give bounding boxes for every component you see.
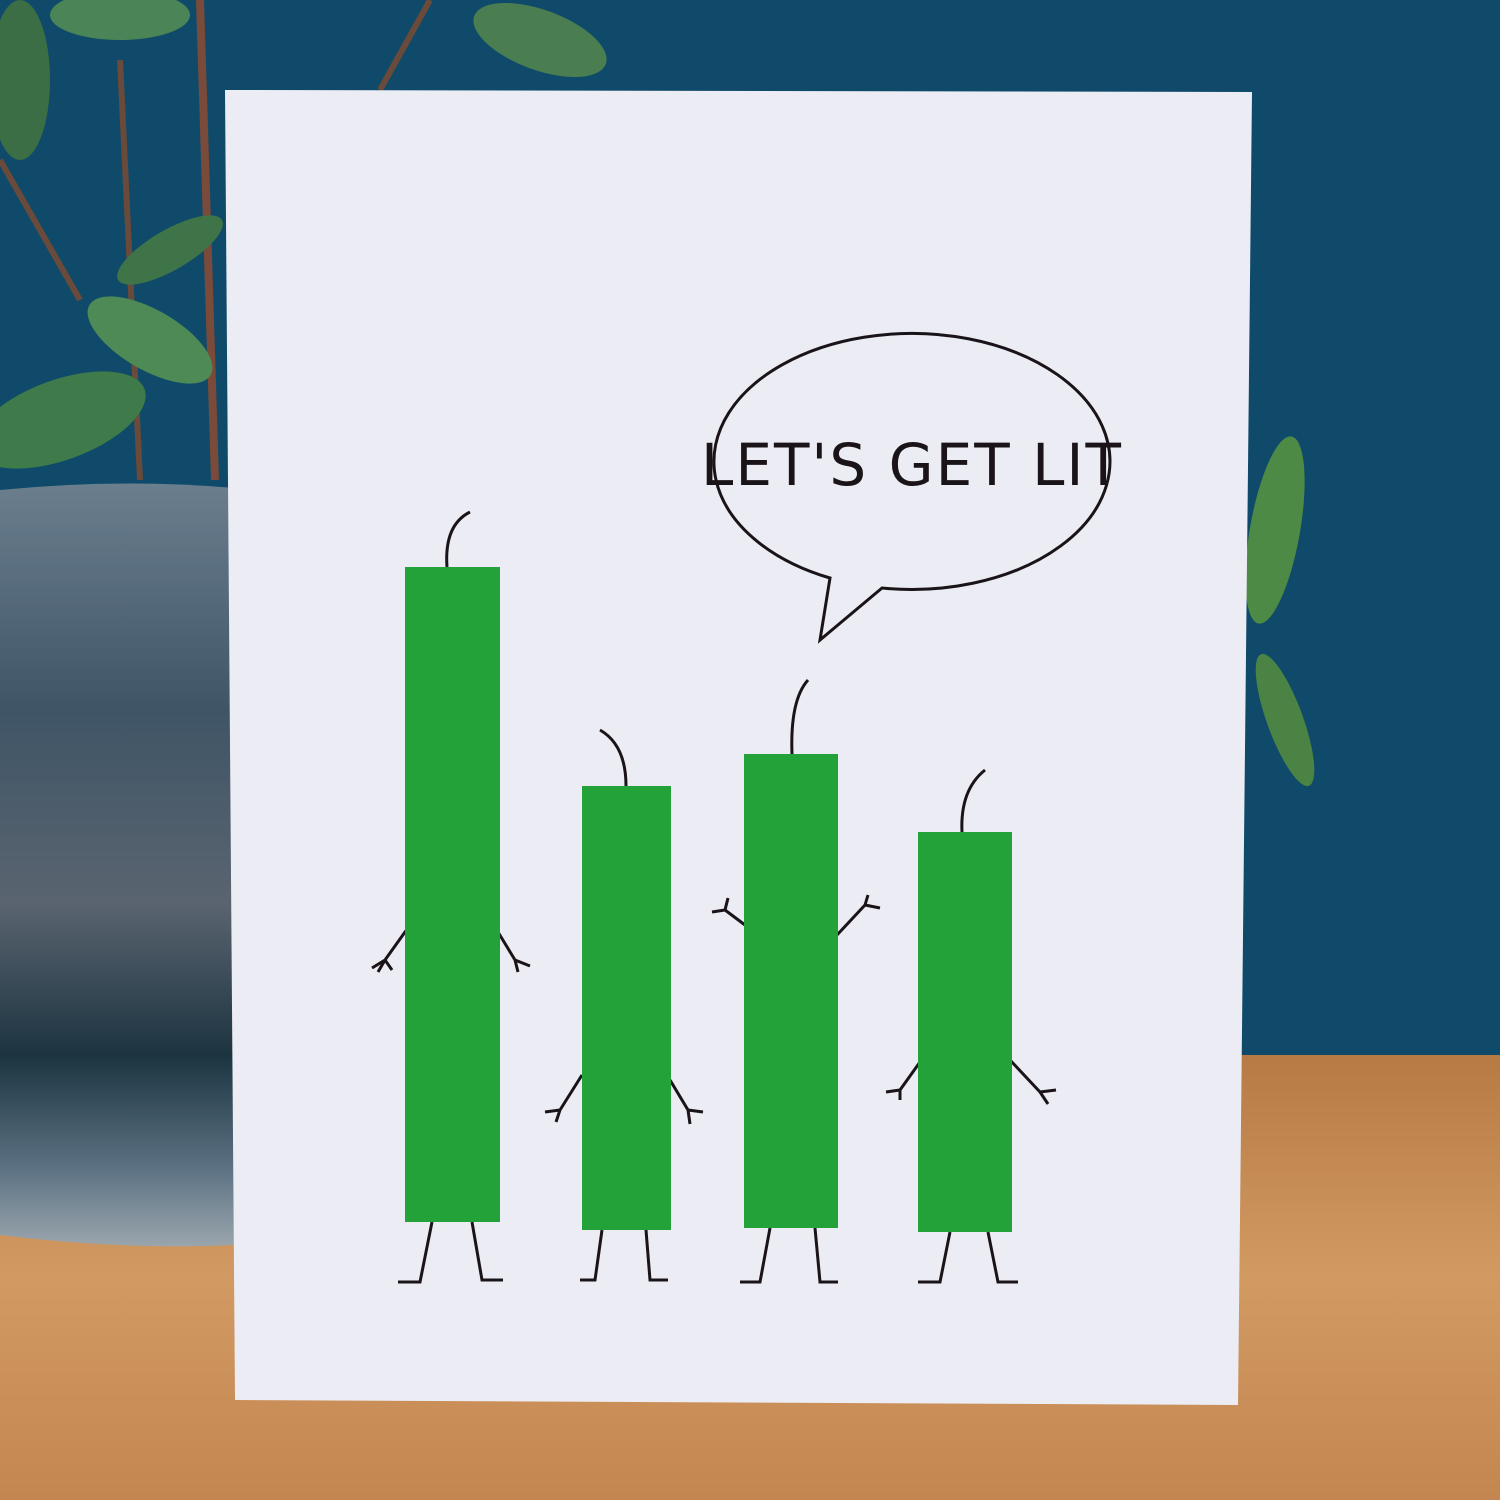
- plant: [0, 0, 1315, 787]
- candle-1: [371, 510, 531, 1284]
- candle-3: [711, 678, 881, 1284]
- ceramic-pot: [0, 483, 235, 1247]
- greeting-card: [225, 90, 1252, 1405]
- speech-text: LET'S GET LIT: [701, 431, 1123, 499]
- candle-2: [544, 728, 704, 1282]
- speech-bubble: LET'S GET LIT: [701, 331, 1123, 644]
- candle-4: [885, 768, 1057, 1284]
